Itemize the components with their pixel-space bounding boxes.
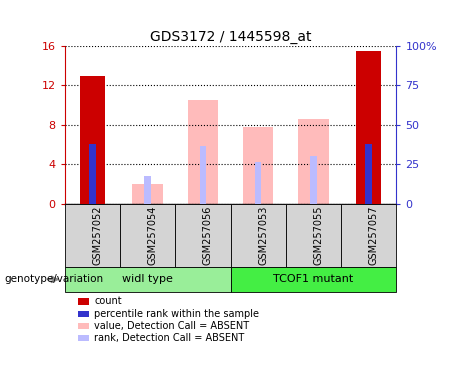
Text: GSM257056: GSM257056 bbox=[203, 205, 213, 265]
Bar bbox=[356, 51, 381, 204]
Text: GSM257053: GSM257053 bbox=[258, 205, 268, 265]
Text: GSM257055: GSM257055 bbox=[313, 205, 324, 265]
Text: widl type: widl type bbox=[122, 274, 173, 285]
Bar bbox=[200, 146, 206, 204]
Bar bbox=[132, 184, 163, 204]
Bar bbox=[89, 144, 95, 204]
Text: percentile rank within the sample: percentile rank within the sample bbox=[94, 309, 259, 319]
Bar bbox=[298, 119, 329, 204]
Bar bbox=[188, 100, 218, 204]
Text: GSM257052: GSM257052 bbox=[92, 205, 102, 265]
Bar bbox=[80, 76, 105, 204]
Bar bbox=[255, 162, 261, 204]
Text: count: count bbox=[94, 296, 122, 306]
Text: value, Detection Call = ABSENT: value, Detection Call = ABSENT bbox=[94, 321, 249, 331]
Text: TCOF1 mutant: TCOF1 mutant bbox=[273, 274, 354, 285]
Text: GSM257057: GSM257057 bbox=[369, 205, 379, 265]
Bar bbox=[243, 127, 273, 204]
Bar bbox=[144, 176, 151, 204]
Text: rank, Detection Call = ABSENT: rank, Detection Call = ABSENT bbox=[94, 333, 244, 343]
Text: genotype/variation: genotype/variation bbox=[5, 274, 104, 285]
Title: GDS3172 / 1445598_at: GDS3172 / 1445598_at bbox=[150, 30, 311, 44]
Bar bbox=[310, 156, 317, 204]
Bar bbox=[366, 144, 372, 204]
Text: GSM257054: GSM257054 bbox=[148, 205, 158, 265]
